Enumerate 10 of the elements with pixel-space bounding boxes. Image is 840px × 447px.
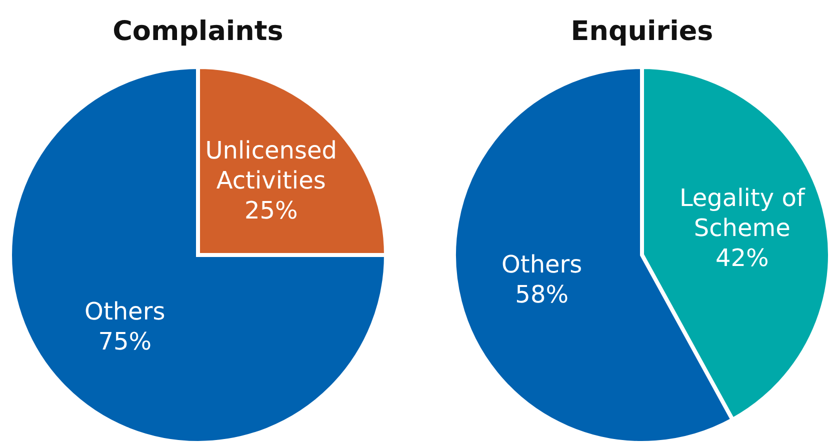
- data-label: 25%: [244, 196, 298, 224]
- chart-title: Complaints: [112, 16, 284, 47]
- data-label: 58%: [515, 280, 569, 308]
- slice-label: Legality of Scheme: [679, 184, 806, 242]
- slice-label: Unlicensed Activities: [205, 136, 338, 194]
- slice-label: Others: [502, 250, 582, 278]
- data-label: 75%: [98, 328, 152, 356]
- slice-label: Others: [84, 298, 166, 326]
- chart-title: Enquiries: [570, 16, 714, 47]
- data-label: 42%: [715, 244, 769, 272]
